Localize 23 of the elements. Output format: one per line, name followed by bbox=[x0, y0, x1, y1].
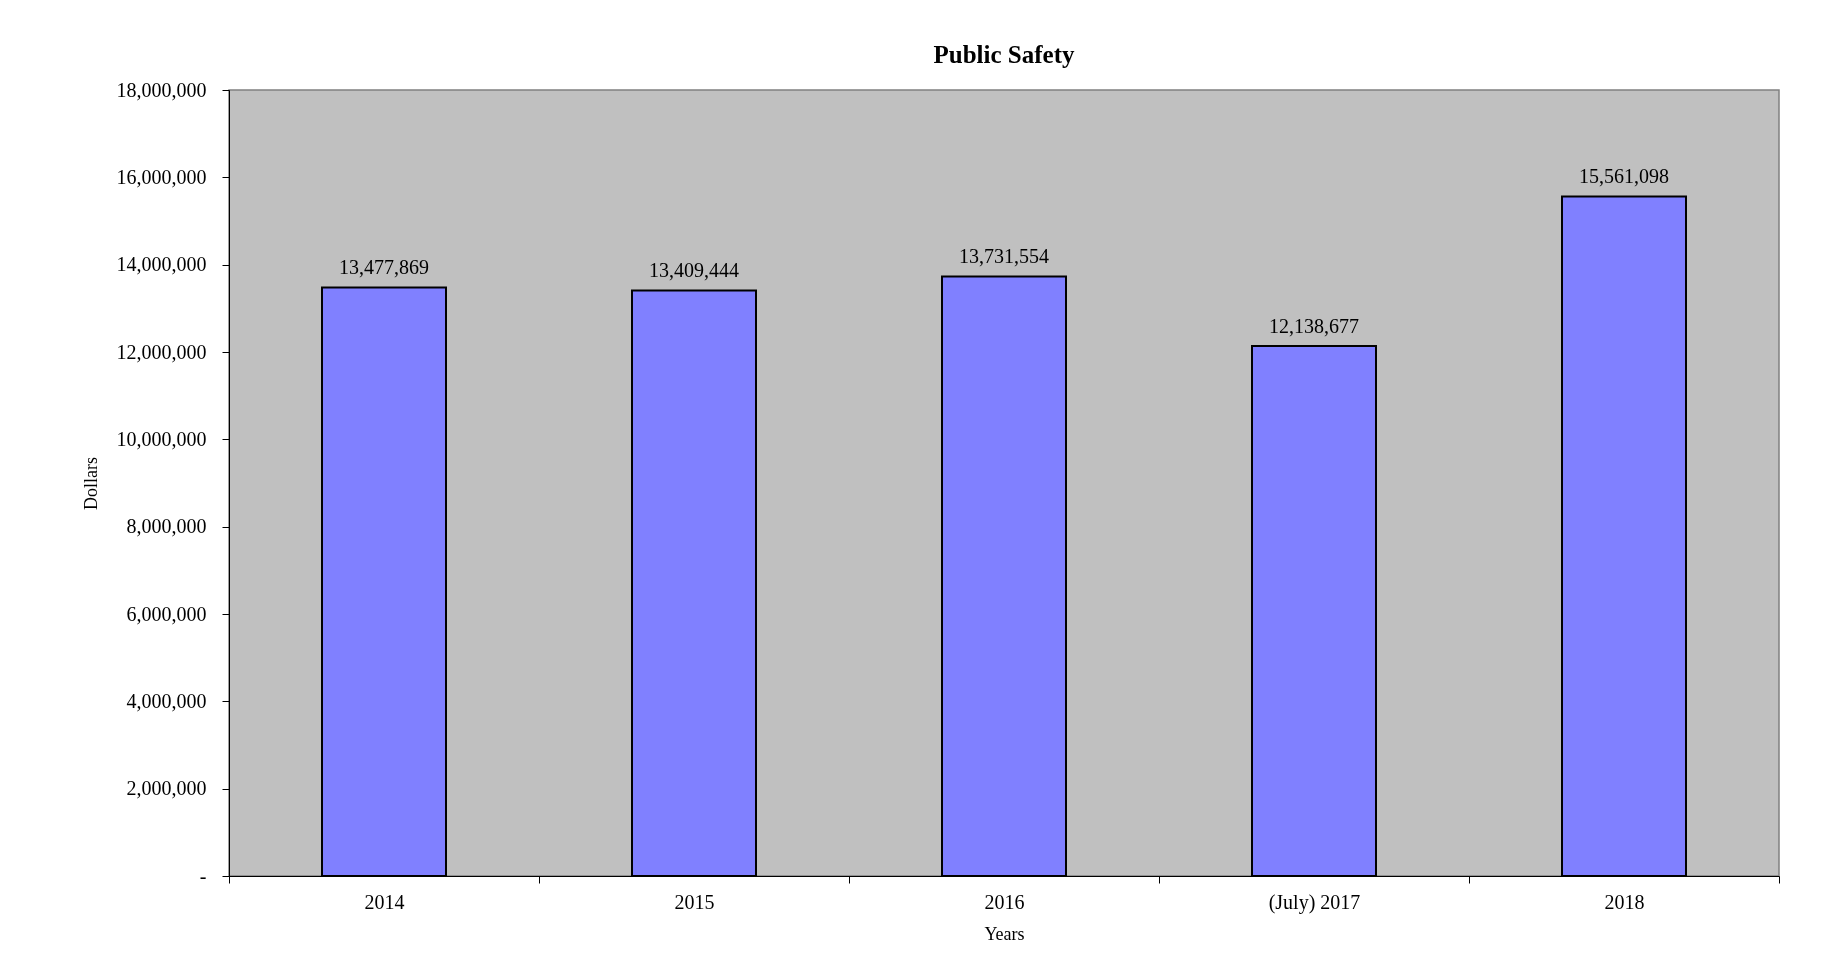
data-label: 12,138,677 bbox=[1269, 314, 1359, 337]
data-label: 15,561,098 bbox=[1579, 165, 1669, 188]
y-tick-label: 14,000,000 bbox=[116, 253, 207, 276]
y-tick-label: - bbox=[199, 864, 207, 887]
x-tick-label: 2016 bbox=[984, 890, 1025, 913]
y-axis-title: Dollars bbox=[80, 457, 101, 510]
x-tick-label: (July) 2017 bbox=[1268, 890, 1361, 914]
y-tick-label: 16,000,000 bbox=[116, 165, 207, 188]
y-tick-label: 2,000,000 bbox=[126, 777, 207, 800]
x-tick-label: 2014 bbox=[364, 890, 405, 913]
y-tick-label: 6,000,000 bbox=[126, 602, 207, 625]
y-tick-label: 4,000,000 bbox=[126, 689, 207, 712]
y-tick-label: 12,000,000 bbox=[116, 340, 207, 363]
data-label: 13,409,444 bbox=[649, 259, 739, 282]
y-tick-label: 8,000,000 bbox=[126, 515, 207, 538]
data-label: 13,731,554 bbox=[959, 245, 1049, 268]
y-tick-label: 18,000,000 bbox=[116, 78, 207, 101]
x-axis-title: Years bbox=[984, 923, 1025, 944]
y-tick-label: 10,000,000 bbox=[116, 427, 207, 450]
data-label: 13,477,869 bbox=[339, 256, 429, 279]
x-tick-label: 2015 bbox=[674, 890, 715, 913]
x-tick-label: 2018 bbox=[1604, 890, 1645, 913]
chart-title: Public Safety bbox=[933, 41, 1075, 68]
